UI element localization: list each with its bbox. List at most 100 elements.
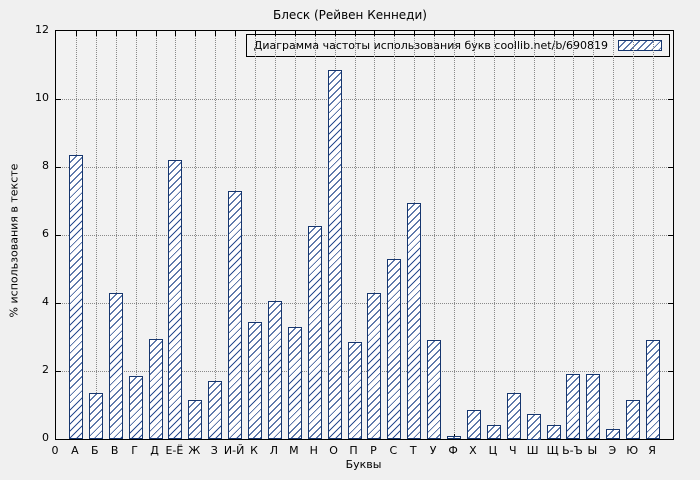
y-tick-mark [668,99,673,100]
x-tick-label: П [349,444,358,457]
y-tick-mark [56,167,61,168]
bar [109,293,123,439]
bar [626,400,640,439]
x-tick-mark [155,31,157,36]
legend-label: Диаграмма частоты использования букв coo… [253,39,608,52]
gridline-vertical [454,31,456,439]
bar [487,425,501,439]
x-tick-mark [394,31,396,36]
x-tick-label: Д [150,444,159,457]
bar [248,322,262,439]
x-tick-label: И-Й [223,444,245,457]
gridline-vertical [115,31,117,439]
plot-area: Диаграмма частоты использования букв coo… [55,30,674,440]
x-tick-mark [135,31,137,36]
y-tick-label: 6 [42,227,49,240]
x-tick-mark [294,31,296,36]
x-tick-label: Ц [488,444,498,457]
x-tick-label: Ч [508,444,517,457]
x-tick-label: А [71,444,79,457]
gridline-horizontal [56,235,673,236]
x-tick-label: К [250,444,258,457]
x-tick-label: Ы [587,444,598,457]
x-tick-label: Е-Ё [165,444,184,457]
x-tick-label: Г [131,444,138,457]
gridline-vertical [613,31,615,439]
bar [288,327,302,439]
bar [566,374,580,439]
x-tick-label: М [289,444,299,457]
x-tick-label: В [110,444,119,457]
y-tick-label: 8 [42,159,49,172]
bar [427,340,441,439]
y-tick-label: 10 [35,91,49,104]
gridline-vertical [95,31,97,439]
x-tick-label: У [429,444,437,457]
gridline-vertical [135,31,137,439]
bar [586,374,600,439]
bar [447,436,461,439]
y-tick-label: 12 [35,23,49,36]
x-tick-mark [493,31,495,36]
gridline-horizontal [56,371,673,372]
x-tick-mark [115,31,117,36]
gridline-vertical [493,31,495,439]
bar [308,226,322,439]
x-tick-mark [653,31,655,36]
x-tick-label: Б [91,444,99,457]
gridline-vertical [215,31,217,439]
bar [467,410,481,439]
gridline-vertical [354,31,356,439]
bar [646,340,660,439]
x-tick-mark [454,31,456,36]
gridline-vertical [533,31,535,439]
x-tick-mark [95,31,97,36]
bar [228,191,242,439]
bar [129,376,143,439]
x-tick-label: Л [269,444,279,457]
bar [606,429,620,439]
x-tick-mark [374,31,376,36]
x-tick-mark [414,31,416,36]
x-tick-label: Ю [626,444,639,457]
bar [547,425,561,439]
y-tick-mark [668,235,673,236]
x-tick-mark [354,31,356,36]
x-tick-mark [513,31,515,36]
gridline-vertical [513,31,515,439]
x-tick-mark [75,31,77,36]
legend-swatch-icon [618,40,662,51]
gridline-vertical [633,31,635,439]
x-tick-mark [215,31,217,36]
bar [208,381,222,439]
gridline-vertical [593,31,595,439]
x-tick-label: Ш [526,444,539,457]
y-tick-mark [668,371,673,372]
x-tick-mark [274,31,276,36]
gridline-vertical [394,31,396,439]
gridline-vertical [195,31,197,439]
y-tick-label: 4 [42,295,49,308]
gridline-vertical [374,31,376,439]
y-tick-label: 0 [42,431,49,444]
x-tick-label: З [210,444,218,457]
bar [348,342,362,439]
y-tick-mark [56,235,61,236]
y-tick-mark [56,99,61,100]
bar [69,155,83,439]
bar [268,301,282,439]
gridline-vertical [155,31,157,439]
x-tick-mark [255,31,257,36]
x-tick-mark [235,31,237,36]
x-tick-label: О [329,444,338,457]
gridline-vertical [294,31,296,439]
bar [168,160,182,439]
x-tick-mark [473,31,475,36]
bar [527,414,541,440]
gridline-vertical [653,31,655,439]
gridline-horizontal [56,303,673,304]
x-tick-label: Р [370,444,377,457]
chart-title: Блеск (Рейвен Кеннеди) [273,8,427,22]
x-tick-mark [613,31,615,36]
